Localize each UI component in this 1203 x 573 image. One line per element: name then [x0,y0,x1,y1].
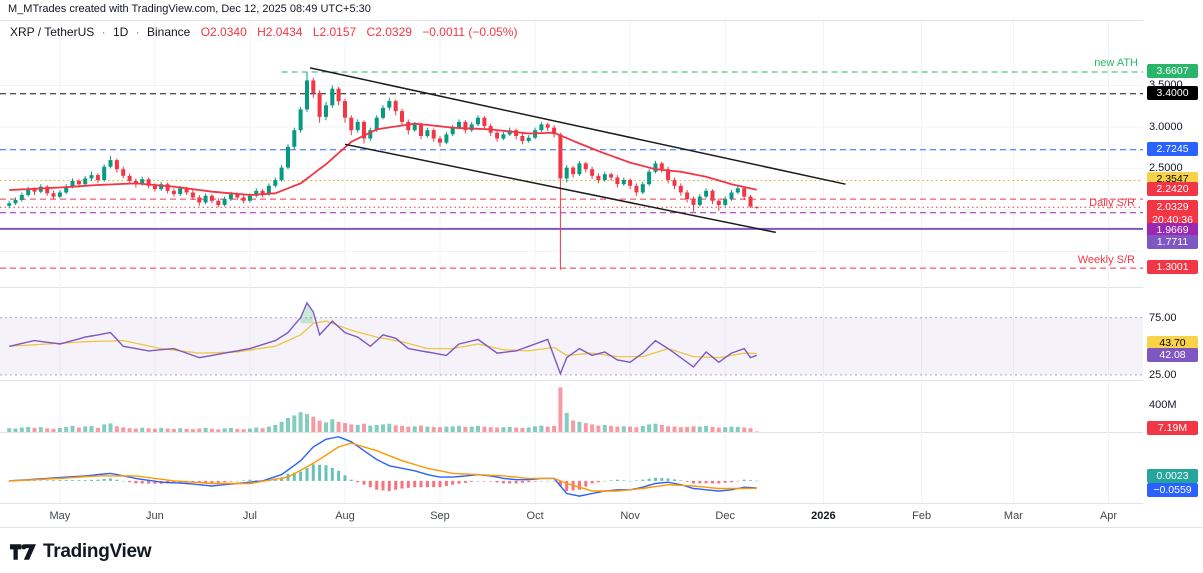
price-axis-badge: 1.7711 [1147,234,1198,249]
price-axis-badge: −0.0559 [1147,482,1198,497]
price-axis-badge: 2.7245 [1147,141,1198,156]
attribution-text: M_MTrades created with TradingView.com, … [8,3,371,15]
ohlc-high: H2.0434 [257,25,303,39]
chart-plot[interactable] [0,0,1203,527]
price-axis-badge: 3.6607 [1147,64,1198,79]
price-axis-label: 2.5000 [1149,162,1183,175]
ohlc-low: L2.0157 [312,25,357,39]
weekly-sr-label: Weekly S/R [1077,254,1135,266]
price-axis-badge: 42.08 [1147,348,1198,363]
time-axis-label: Apr [1099,510,1118,522]
symbol-legend[interactable]: XRP / TetherUS · 1D · Binance O2.0340 H2… [10,25,517,39]
time-axis-label: 2026 [811,510,836,522]
ohlc-close: C2.0329 [366,25,412,39]
time-axis-label: Mar [1003,510,1023,522]
time-axis-label: Jul [242,510,257,522]
legend-separator: · [135,25,140,39]
time-axis-label: Sep [430,510,450,522]
pane-divider[interactable] [0,432,1203,433]
exchange-label: Binance [146,25,191,39]
price-axis-badge: 1.3001 [1147,260,1198,275]
change-label: −0.0011 (−0.05%) [422,25,518,39]
price-axis-badge: 0.0023 [1147,468,1198,483]
daily-sr-label: Daily S/R [1089,197,1135,209]
time-axis-label: Nov [620,510,640,522]
tradingview-logo-icon [10,544,36,560]
price-axis-label: 25.00 [1149,368,1177,381]
time-axis-label: Dec [715,510,735,522]
price-axis-label: 75.00 [1149,311,1177,324]
price-axis-badge: 1.9669 [1147,222,1198,237]
time-axis-label: May [49,510,71,522]
time-axis-label: Oct [526,510,544,522]
price-axis-badge: 7.19M [1147,420,1198,435]
pane-divider[interactable] [0,380,1203,381]
chart-top-border [0,20,1203,21]
legend-separator: · [101,25,106,39]
price-axis-badge: 2.2420 [1147,181,1198,196]
price-axis-label: 400M [1149,398,1177,411]
chart-bottom-border [0,527,1203,528]
time-axis-label: Aug [335,510,355,522]
price-axis-badge: 43.70 [1147,336,1198,351]
time-axis[interactable]: May Jun Jul Aug Sep Oct Nov Dec 2026 Feb Mar Apr [0,504,1143,527]
ohlc-open: O2.0340 [200,25,247,39]
price-axis-label: 3.0000 [1149,120,1183,133]
time-axis-label: Feb [912,510,932,522]
price-axis-badge: 3.4000 [1147,85,1198,100]
tradingview-logo-text: TradingView [43,541,152,562]
new-ath-label: new ATH [1094,57,1138,69]
time-axis-label: Jun [146,510,164,522]
pane-divider[interactable] [0,287,1203,288]
time-axis-border [0,503,1203,504]
tradingview-logo[interactable]: TradingView [10,540,152,564]
interval-label[interactable]: 1D [112,25,129,39]
symbol-name[interactable]: XRP / TetherUS [10,25,95,39]
